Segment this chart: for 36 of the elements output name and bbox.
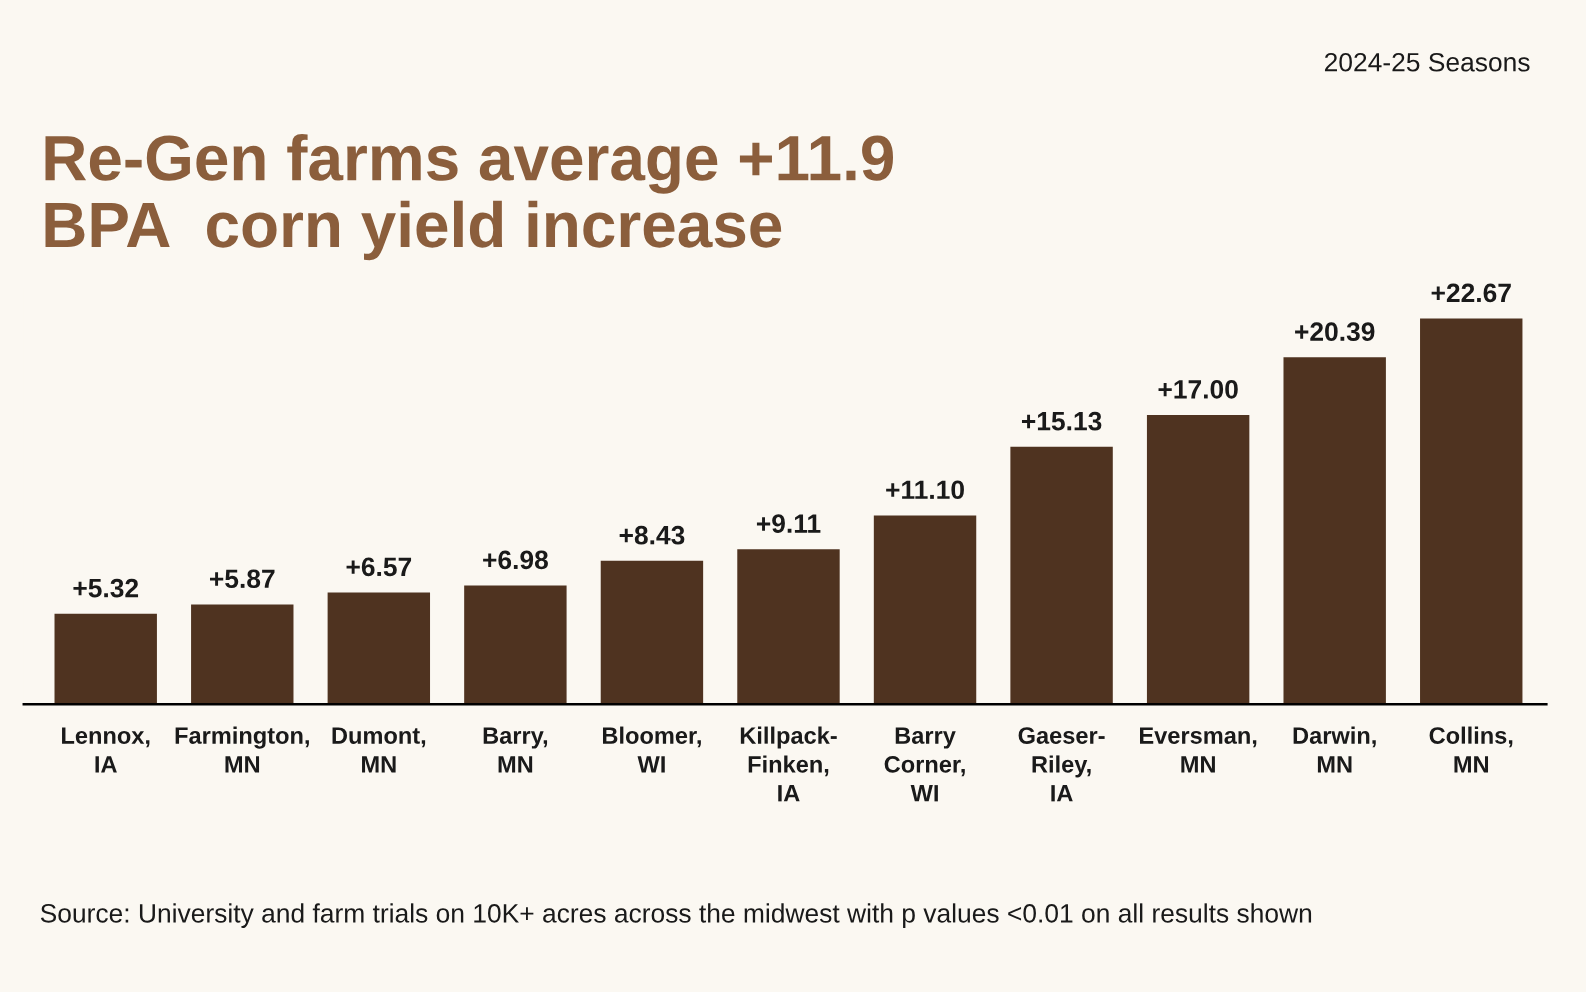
data-label: +22.67 [1431,283,1511,303]
x-tick-label: Collins, MN [1429,726,1513,773]
bar [191,604,294,705]
bar [1283,357,1386,705]
x-tick-label: Darwin, MN [1293,726,1376,773]
x-tick-label: Eversman, MN [1140,727,1257,773]
bar [873,515,977,705]
data-label: +6.98 [483,550,548,570]
bar [327,592,431,705]
bar [600,560,704,705]
data-label: +5.87 [210,569,275,589]
data-label: +8.43 [619,525,685,545]
bar [1420,318,1523,705]
data-label: +6.57 [346,557,412,577]
data-label: +17.00 [1158,380,1238,399]
x-tick-label: Barry, MN [483,727,548,773]
x-tick-label: Lennox, IA [62,727,150,773]
chart-title: Re-Gen farms average +11.9 BPA corn yield increase [45,133,894,261]
bar [1010,446,1113,705]
x-tick-label: Dumont, MN [332,727,426,773]
data-label: +5.32 [73,578,139,598]
bar [464,585,567,705]
chart-subtitle: 2024-25 Seasons [1324,52,1530,72]
source-note: Source: University and farm trials on 10K+ acres across the midwest with p values <0.01 on all results shown [40,903,1312,928]
x-tick-label: Killpack- Finken, IA [740,726,837,802]
data-label: +20.39 [1295,322,1375,342]
bar [1146,415,1250,705]
data-label: +11.10 [886,480,964,500]
x-tick-label: Bloomer, WI [603,726,701,773]
data-label: +9.11 [756,514,821,533]
bar [54,613,157,705]
x-tick-label: Farmington, MN [175,726,309,773]
x-tick-label: Barry Corner, WI [884,727,965,802]
x-tick-label: Gaeser- Riley, IA [1018,727,1105,802]
bar [737,549,840,705]
data-label: +15.13 [1021,411,1102,431]
